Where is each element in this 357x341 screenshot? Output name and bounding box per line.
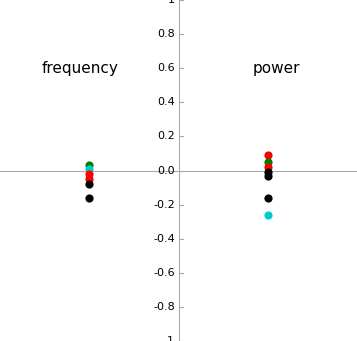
Text: 0.0: 0.0 bbox=[157, 165, 175, 176]
Point bbox=[265, 152, 271, 158]
Text: -0.8: -0.8 bbox=[153, 302, 175, 312]
Point bbox=[86, 171, 92, 177]
Text: 0.6: 0.6 bbox=[157, 63, 175, 73]
Text: -0.4: -0.4 bbox=[153, 234, 175, 244]
Point bbox=[86, 181, 92, 187]
Point bbox=[86, 166, 92, 172]
Text: frequency: frequency bbox=[42, 61, 119, 76]
Point bbox=[86, 195, 92, 201]
Point bbox=[265, 159, 271, 165]
Point bbox=[265, 195, 271, 201]
Point bbox=[265, 169, 271, 175]
Point bbox=[86, 163, 92, 168]
Point bbox=[265, 164, 271, 170]
Text: power: power bbox=[253, 61, 301, 76]
Text: 0.4: 0.4 bbox=[157, 97, 175, 107]
Text: -0.6: -0.6 bbox=[153, 268, 175, 278]
Point bbox=[265, 212, 271, 218]
Point bbox=[265, 173, 271, 178]
Point bbox=[86, 176, 92, 182]
Text: 0.8: 0.8 bbox=[157, 29, 175, 39]
Text: -0.2: -0.2 bbox=[153, 199, 175, 210]
Text: -1: -1 bbox=[164, 336, 175, 341]
Text: 0.2: 0.2 bbox=[157, 131, 175, 142]
Text: 1: 1 bbox=[168, 0, 175, 5]
